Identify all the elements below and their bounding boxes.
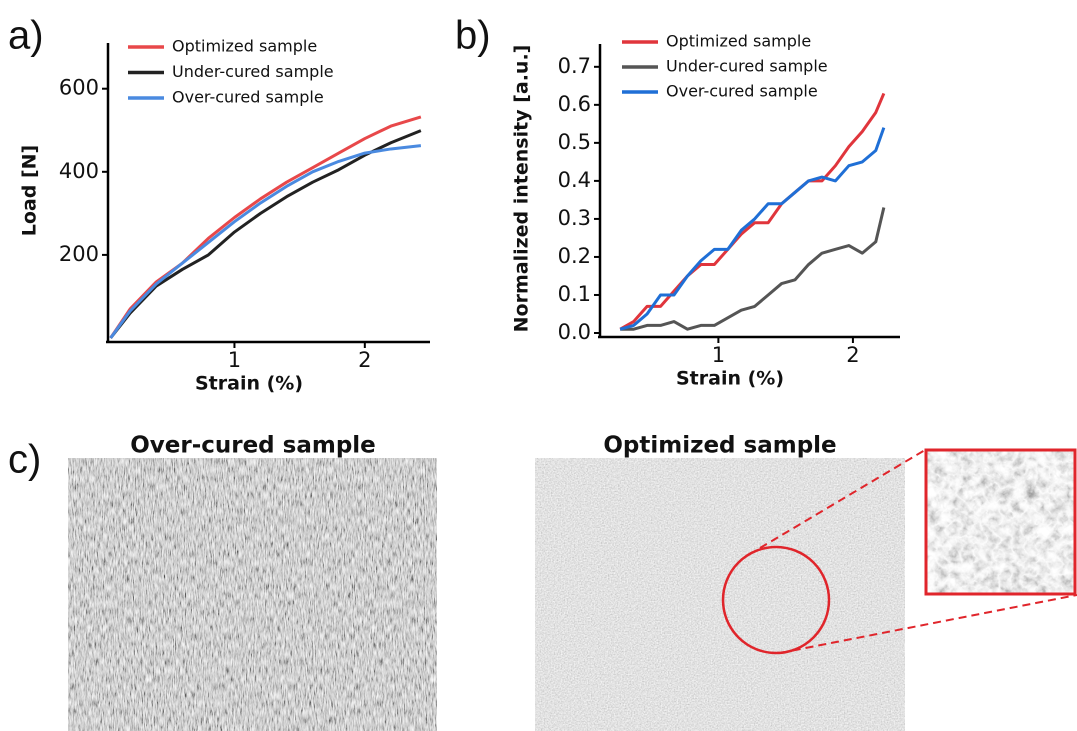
- image-title: Over-cured sample: [130, 433, 376, 459]
- highlight-circle: [721, 545, 831, 655]
- legend-label: Under-cured sample: [172, 62, 334, 81]
- y-tick-label: 0.6: [558, 92, 591, 116]
- sem-image: [68, 458, 437, 731]
- y-tick-label: 0.4: [558, 168, 591, 192]
- data-line: [109, 129, 422, 339]
- inset-border: [924, 448, 1077, 596]
- panel-label: c): [8, 438, 41, 482]
- image-title: Optimized sample: [603, 433, 836, 459]
- legend-label: Over-cured sample: [666, 82, 818, 101]
- x-tick-label: 1: [712, 343, 725, 367]
- data-line: [109, 115, 422, 339]
- y-tick-label: 0.1: [558, 282, 591, 306]
- y-tick-label: 0.3: [558, 206, 591, 230]
- legend-label: Optimized sample: [666, 32, 811, 51]
- y-axis-label: Load [N]: [19, 145, 41, 236]
- y-tick-label: 0.2: [558, 244, 591, 268]
- zoom-inset: [926, 450, 1075, 594]
- y-axis-label: Normalized intensity [a.u.]: [511, 45, 533, 333]
- x-tick-label: 1: [228, 348, 241, 372]
- y-tick-label: 600: [59, 76, 99, 100]
- data-line: [619, 127, 886, 331]
- x-tick-label: 2: [358, 348, 371, 372]
- sem-image: [535, 458, 905, 731]
- x-axis-label: Strain (%): [676, 368, 784, 390]
- panel-label: a): [8, 14, 44, 58]
- legend-label: Over-cured sample: [172, 88, 324, 107]
- x-tick-label: 2: [846, 343, 859, 367]
- legend-label: Under-cured sample: [666, 57, 828, 76]
- y-tick-label: 200: [59, 242, 99, 266]
- data-line: [619, 92, 886, 331]
- y-tick-label: 0.7: [558, 54, 591, 78]
- data-line: [620, 207, 886, 331]
- y-tick-label: 0.5: [558, 130, 591, 154]
- x-axis-label: Strain (%): [195, 373, 303, 395]
- panel-label: b): [455, 14, 491, 58]
- y-tick-label: 0.0: [558, 320, 591, 344]
- zoom-line: [759, 449, 926, 549]
- y-tick-label: 400: [59, 159, 99, 183]
- legend-label: Optimized sample: [172, 37, 317, 56]
- data-line: [109, 144, 422, 339]
- zoom-line: [779, 594, 1077, 654]
